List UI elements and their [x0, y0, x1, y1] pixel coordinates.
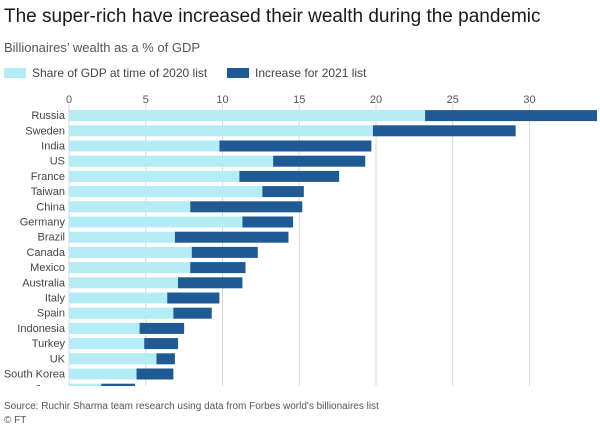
- bar-base: [69, 216, 243, 228]
- bar-increase: [372, 125, 516, 137]
- x-tick-label: 10: [216, 94, 228, 106]
- category-label: Indonesia: [17, 323, 66, 335]
- category-label: Turkey: [32, 338, 66, 350]
- category-label: Mexico: [30, 262, 65, 274]
- chart-title: The super-rich have increased their weal…: [4, 6, 541, 27]
- bar-base: [69, 231, 175, 243]
- bar-increase: [191, 246, 258, 258]
- bar-increase: [173, 307, 212, 319]
- bar-increase: [177, 277, 243, 289]
- legend-item-base: Share of GDP at time of 2020 list: [4, 66, 207, 80]
- bar-base: [69, 292, 168, 304]
- category-label: US: [50, 156, 65, 168]
- category-label: Taiwan: [31, 186, 65, 198]
- bar-base: [69, 277, 178, 289]
- x-tick-label: 20: [370, 94, 382, 106]
- bar-increase: [190, 262, 246, 274]
- bar-base: [69, 186, 263, 198]
- bar-base: [69, 368, 137, 380]
- bar-base: [69, 110, 426, 122]
- category-label: Brazil: [37, 232, 65, 244]
- category-label: Australia: [22, 277, 66, 289]
- bar-increase: [239, 170, 340, 182]
- category-label: Germany: [20, 217, 66, 229]
- bar-base: [69, 155, 274, 167]
- credit-note: © FT: [4, 415, 27, 426]
- legend-label-base: Share of GDP at time of 2020 list: [32, 66, 208, 80]
- bar-increase: [156, 353, 175, 365]
- legend-swatch-base: [4, 68, 26, 78]
- category-label: China: [36, 201, 66, 213]
- category-label: Italy: [45, 293, 66, 305]
- bar-increase: [273, 155, 366, 167]
- category-label: India: [41, 141, 66, 153]
- bar-base: [69, 170, 240, 182]
- bar-base: [69, 246, 192, 258]
- bar-base: [69, 201, 191, 213]
- category-label: Japan: [35, 384, 65, 386]
- category-label: UK: [50, 353, 66, 365]
- bar-base: [69, 262, 191, 274]
- bar-increase: [136, 368, 174, 380]
- category-label: France: [31, 171, 65, 183]
- category-label: Canada: [26, 247, 65, 259]
- x-tick-label: 5: [143, 94, 149, 106]
- bar-base: [69, 125, 373, 137]
- bar-base: [69, 338, 145, 350]
- chart-subtitle: Billionaires’ wealth as a % of GDP: [4, 40, 201, 55]
- category-label: South Korea: [4, 369, 66, 381]
- bar-increase: [425, 110, 597, 122]
- bar-increase: [101, 383, 135, 386]
- legend-label-increase: Increase for 2021 list: [255, 66, 367, 80]
- bar-increase: [190, 201, 303, 213]
- bar-base: [69, 322, 140, 334]
- legend-item-increase: Increase for 2021 list: [227, 66, 366, 80]
- legend-swatch-increase: [227, 68, 249, 78]
- bar-increase: [174, 231, 289, 243]
- x-tick-label: 15: [293, 94, 305, 106]
- source-note: Source: Ruchir Sharma team research usin…: [4, 401, 379, 412]
- bar-increase: [167, 292, 220, 304]
- bar-base: [69, 140, 220, 152]
- bar-increase: [144, 338, 178, 350]
- bar-base: [69, 383, 102, 386]
- x-tick-label: 0: [66, 94, 72, 106]
- category-label: Spain: [37, 308, 65, 320]
- bar-base: [69, 353, 157, 365]
- category-label: Sweden: [25, 125, 65, 137]
- bar-base: [69, 307, 174, 319]
- category-label: Russia: [31, 110, 66, 122]
- bar-increase: [139, 322, 185, 334]
- bar-chart: 0 5 10 15 20 25 30 Russia Sweden India US France Tai…: [4, 94, 597, 386]
- bar-increase: [242, 216, 294, 228]
- x-tick-label: 30: [523, 94, 535, 106]
- bar-increase: [219, 140, 372, 152]
- x-tick-label: 25: [447, 94, 459, 106]
- bar-increase: [262, 186, 304, 198]
